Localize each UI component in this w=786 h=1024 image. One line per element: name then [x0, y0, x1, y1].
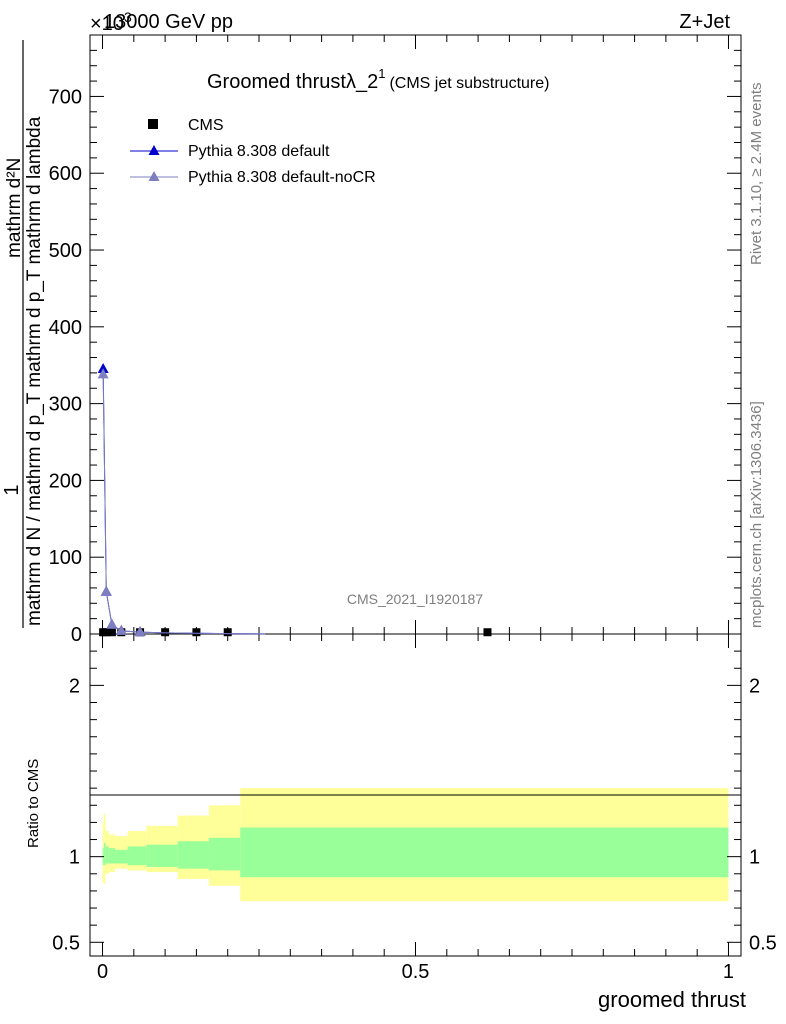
legend-label-default: Pythia 8.308 default — [188, 143, 330, 160]
x-tick-label: 0 — [97, 961, 108, 983]
ratio-y-tick-label-right: 0.5 — [749, 932, 777, 954]
ratio-inner-band — [127, 846, 147, 866]
series-point-2 — [134, 626, 146, 637]
ratio-y-tick-label: 1 — [69, 847, 80, 869]
legend: CMS Pythia 8.308 default Pythia 8.308 de… — [130, 117, 376, 186]
x-axis-label: groomed thrust — [598, 987, 746, 1012]
y-tick-label: 0 — [71, 624, 82, 646]
analysis-id: CMS_2021_I1920187 — [347, 591, 483, 607]
cms-data-point — [483, 628, 492, 637]
legend-marker-nocr — [148, 171, 160, 181]
series-line-1 — [102, 369, 266, 635]
ratio-y-tick-label: 2 — [69, 675, 80, 697]
ratio-y-tick-label-right: 2 — [749, 675, 760, 697]
cms-data-point — [107, 628, 116, 637]
series-point-2 — [97, 368, 109, 379]
ratio-axis-ticks: 0 0.5 1 0.5 0.5 1 1 2 2 — [52, 634, 777, 983]
ratio-uncertainty-bands — [102, 788, 729, 902]
legend-marker-default — [148, 145, 160, 155]
ratio-y-tick-label-right: 1 — [749, 847, 760, 869]
y-tick-label: 300 — [49, 394, 82, 416]
ratio-inner-band — [240, 827, 729, 878]
ylabel-denominator: mathrm d N / mathrm d p_T mathrm d p_T m… — [24, 116, 45, 626]
ratio-inner-band — [115, 849, 128, 864]
ratio-y-axis-label: Ratio to CMS — [25, 759, 42, 848]
series-point-1 — [97, 363, 109, 374]
series-point-2 — [100, 585, 112, 596]
mcplots-label: mcplots.cern.ch [arXiv:1306.3436] — [748, 401, 765, 628]
y-tick-label: 100 — [49, 547, 82, 569]
plot-title: Groomed thrustλ_21(CMS jet substructure) — [207, 66, 549, 93]
legend-label-nocr: Pythia 8.308 default-noCR — [188, 169, 376, 186]
series-line-2 — [102, 374, 266, 635]
main-y-axis-label: 1 mathrm d N / mathrm d p_T mathrm d p_T… — [1, 40, 45, 628]
ylabel-top: mathrm d²N — [4, 158, 25, 258]
ylabel-numerator: 1 — [1, 484, 23, 495]
cms-data-point — [102, 628, 111, 637]
x-tick-label: 1 — [723, 961, 734, 983]
process-label: Z+Jet — [679, 11, 730, 33]
beam-label: 13000 GeV pp — [104, 11, 233, 33]
cms-data-point — [161, 628, 170, 637]
y-tick-label: 600 — [49, 163, 82, 185]
ratio-inner-band — [177, 841, 209, 869]
ratio-y-tick-label: 0.5 — [52, 932, 80, 954]
y-tick-label: 400 — [49, 317, 82, 339]
ratio-inner-band — [103, 842, 106, 866]
ratio-inner-band — [208, 837, 241, 871]
ratio-inner-band — [105, 846, 109, 864]
legend-label-cms: CMS — [188, 117, 224, 134]
series-point-2 — [106, 618, 118, 629]
cms-data-point — [223, 628, 232, 637]
exponent-label: ×103 — [90, 9, 132, 35]
y-tick-label: 700 — [49, 86, 82, 108]
legend-marker-cms — [148, 119, 158, 129]
ratio-inner-band — [146, 844, 178, 867]
cms-data-point — [192, 628, 201, 637]
y-tick-label: 500 — [49, 240, 82, 262]
x-tick-label: 0.5 — [402, 961, 430, 983]
series-point-2 — [115, 624, 127, 635]
rivet-version-label: Rivet 3.1.10, ≥ 2.4M events — [748, 83, 765, 266]
ratio-inner-band — [108, 848, 116, 864]
data-series — [97, 363, 492, 637]
y-tick-label: 200 — [49, 470, 82, 492]
